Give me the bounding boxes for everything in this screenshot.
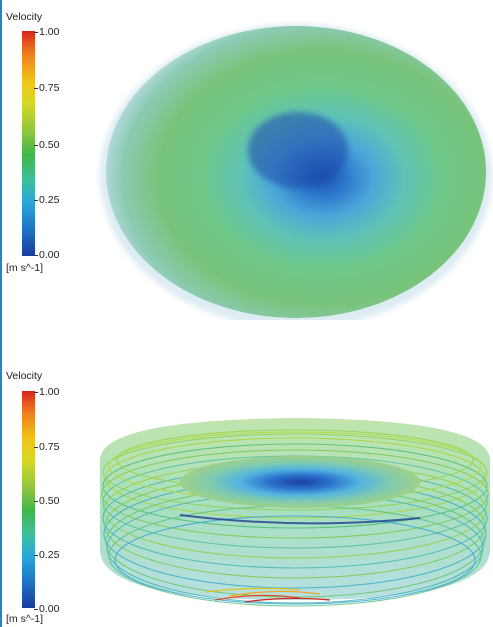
legend-colorbar <box>22 391 35 608</box>
legend-tick: 0.00 <box>33 603 60 615</box>
legend-tick: 0.25 <box>33 549 60 561</box>
legend-tick: 0.50 <box>33 495 60 507</box>
legend-tick: 0.75 <box>33 82 60 94</box>
streamline-top-disk <box>180 456 420 508</box>
legend-title: Velocity <box>6 11 43 23</box>
legend-title: Velocity <box>6 370 43 382</box>
legend-tick: 0.50 <box>33 139 60 151</box>
streamline-volume-side <box>100 418 490 600</box>
left-frame-line <box>0 0 2 627</box>
legend-tick: 0.75 <box>33 441 60 453</box>
legend-unit: [m s^-1] <box>6 613 44 625</box>
velocity-streamline-render <box>100 418 490 607</box>
streamline-lines <box>101 429 489 607</box>
legend-tick: 1.00 <box>33 386 60 398</box>
streamline-dark-band <box>179 514 421 525</box>
legend-tick: 0.25 <box>33 194 60 206</box>
velocity-volume-render <box>100 24 492 320</box>
legend-colorbar <box>22 31 35 256</box>
legend-tick: 0.00 <box>33 249 60 261</box>
velocity-streamline-panel: Velocity 1.00 0.75 0.50 0.25 0.00 [m s^-… <box>0 360 493 627</box>
volume-core <box>248 112 348 188</box>
streamline-high-velocity-region <box>204 587 331 603</box>
legend-tick: 1.00 <box>33 26 60 38</box>
legend-unit: [m s^-1] <box>6 262 44 274</box>
velocity-volume-panel: Velocity 1.00 0.75 0.50 0.25 0.00 [m s^-… <box>6 11 492 320</box>
